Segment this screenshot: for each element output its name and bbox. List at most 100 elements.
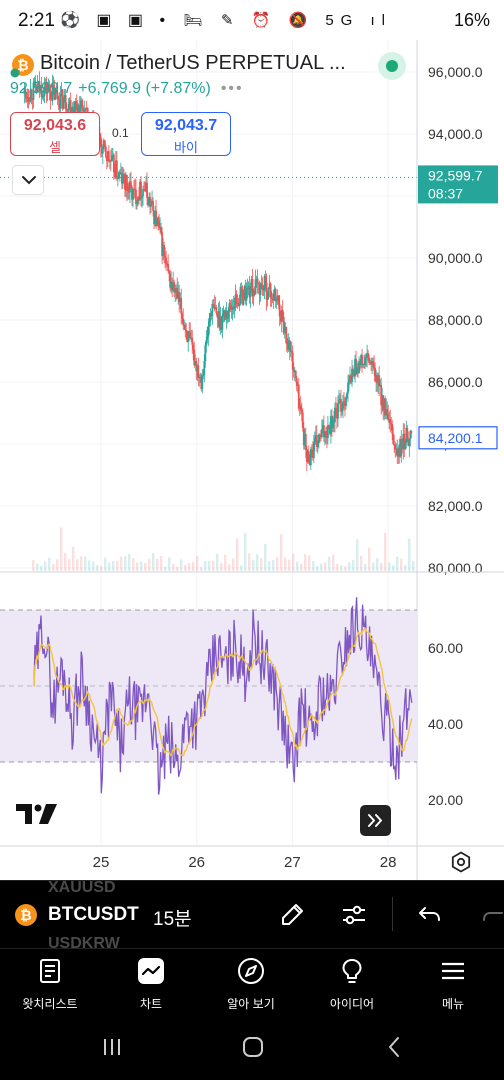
more-options-icon[interactable]: ••• <box>220 80 244 97</box>
chart-settings-icon[interactable] <box>449 850 473 874</box>
symbol-list-next-item[interactable]: USDKRW <box>48 935 120 952</box>
candle-body <box>68 100 71 105</box>
candle-body <box>303 434 306 446</box>
candle-body <box>350 375 352 383</box>
candle-body <box>273 288 276 293</box>
bar-countdown-label: 08:37 <box>428 185 463 201</box>
back-icon[interactable] <box>384 1036 406 1058</box>
volume-bar <box>56 559 59 571</box>
candle-body <box>178 291 181 303</box>
volume-bar <box>44 561 47 571</box>
candle-body <box>166 263 169 265</box>
candle-body <box>224 310 227 320</box>
scroll-to-realtime-button[interactable] <box>360 805 391 836</box>
candle-body <box>196 365 199 372</box>
candle-body <box>225 310 228 320</box>
candle-body <box>115 160 118 179</box>
volume-bar <box>292 553 295 571</box>
interval-selector[interactable]: 15분 <box>153 909 192 930</box>
candle-body <box>29 89 32 102</box>
volume-bar <box>148 558 151 571</box>
collapse-toggle-button[interactable] <box>12 165 44 195</box>
volume-bar <box>120 556 123 571</box>
volume-bar <box>196 555 199 571</box>
volume-bar <box>352 560 355 571</box>
symbol-list-prev-item[interactable]: XAUUSD <box>48 879 116 896</box>
candle-body <box>104 146 107 157</box>
candle-body <box>321 425 324 430</box>
indicators-sliders-icon[interactable] <box>340 901 368 929</box>
candle-body <box>133 188 135 190</box>
candle-body <box>362 363 364 365</box>
nav-item-explore[interactable]: 알아 보기 <box>201 949 301 1017</box>
sell-button[interactable]: 92,043.6 셀 <box>10 112 100 156</box>
bitcoin-logo-icon: ₿ <box>10 54 34 78</box>
candle-body <box>223 310 226 314</box>
chart-canvas[interactable]: 96,000.094,000.092,000.090,000.088,000.0… <box>0 40 504 880</box>
candle-body <box>199 376 202 378</box>
volume-bar <box>260 558 263 571</box>
symbol-selector[interactable]: BTCUSDT <box>48 904 139 925</box>
candle-body <box>271 298 274 301</box>
candle-body <box>246 287 249 290</box>
candle-body <box>319 435 322 438</box>
nav-item-chart[interactable]: 차트 <box>101 949 201 1017</box>
candle-body <box>60 89 63 94</box>
candle-body <box>56 92 59 99</box>
candle-body <box>215 307 218 314</box>
volume-bar <box>212 560 215 571</box>
candle-body <box>181 313 184 319</box>
volume-bar <box>100 565 103 571</box>
candle-body <box>353 369 355 377</box>
volume-bar <box>52 563 55 571</box>
candle-body <box>395 448 398 450</box>
candle-body <box>124 179 126 190</box>
redo-icon[interactable] <box>482 901 504 929</box>
nav-item-menu[interactable]: 메뉴 <box>403 949 503 1017</box>
candle-body <box>30 89 33 100</box>
volume-bar <box>396 556 399 571</box>
candle-body <box>69 100 72 113</box>
candle-body <box>151 200 153 204</box>
symbol-header[interactable]: ₿ Bitcoin / TetherUS PERPETUAL ... <box>10 46 410 80</box>
candle-body <box>307 451 310 463</box>
volume-bar <box>84 556 87 571</box>
candle-body <box>108 160 111 162</box>
candle-body <box>282 316 285 333</box>
candle-body <box>194 360 197 366</box>
candle-body <box>175 288 178 291</box>
candle-body <box>281 310 284 317</box>
volume-bar <box>124 556 127 571</box>
candle-body <box>392 433 395 444</box>
buy-button[interactable]: 92,043.7 바이 <box>141 112 231 156</box>
nav-item-watchlist[interactable]: 왓치리스트 <box>0 949 100 1017</box>
recent-apps-icon[interactable] <box>101 1036 123 1058</box>
volume-bar <box>204 561 207 571</box>
hamburger-menu-icon <box>442 962 464 980</box>
candle-body <box>361 355 363 365</box>
candle-body <box>386 409 389 414</box>
volume-bar <box>248 553 251 571</box>
symbol-title[interactable]: Bitcoin / TetherUS PERPETUAL ... <box>40 52 346 74</box>
candle-body <box>74 101 77 104</box>
candle-body <box>126 174 128 191</box>
candle-body <box>304 434 307 450</box>
volume-bar <box>236 538 239 571</box>
nav-item-ideas[interactable]: 아이디어 <box>302 949 402 1017</box>
candle-body <box>79 100 82 119</box>
candle-body <box>121 173 123 184</box>
drawing-pen-icon[interactable] <box>278 901 306 929</box>
bitcoin-icon: ₿ <box>15 904 37 926</box>
home-icon[interactable] <box>242 1036 264 1058</box>
chart-area[interactable]: 96,000.094,000.092,000.090,000.088,000.0… <box>0 40 504 880</box>
nav-label-chart: 차트 <box>139 997 163 1011</box>
candle-body <box>103 140 106 147</box>
market-open-indicator-icon[interactable] <box>378 52 406 80</box>
candle-body <box>254 279 257 295</box>
volume-bar <box>48 557 51 571</box>
candle-body <box>185 329 188 332</box>
undo-icon[interactable] <box>416 901 444 929</box>
volume-bar <box>92 561 95 571</box>
volume-bar <box>192 562 195 571</box>
candle-body <box>65 108 68 111</box>
